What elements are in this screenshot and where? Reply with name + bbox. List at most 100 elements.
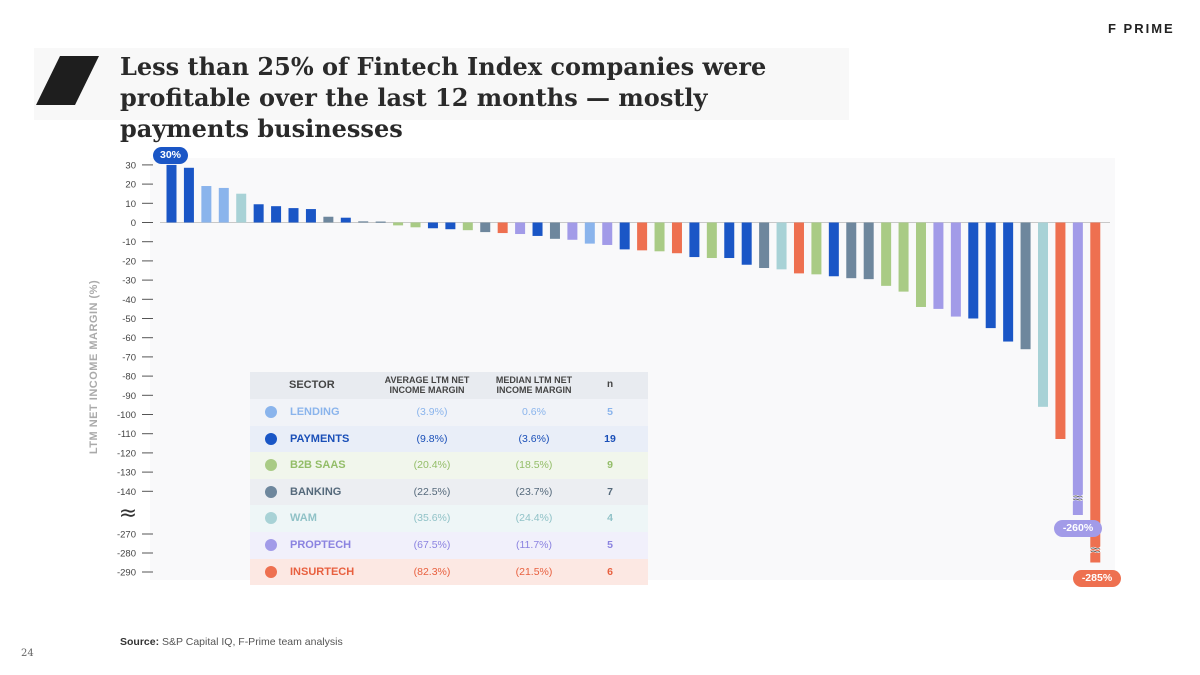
bar-wam: [1038, 222, 1048, 407]
bar-payments: [532, 222, 543, 236]
header-n: n: [606, 379, 614, 390]
bar-lending: [201, 186, 212, 223]
sector-name: BANKING: [290, 485, 342, 498]
average-margin: (9.8%): [416, 432, 448, 445]
company-count: 5: [607, 538, 613, 551]
bar-payments: [828, 222, 839, 277]
bar-proptech: [933, 222, 944, 309]
median-margin: (3.6%): [518, 432, 550, 445]
source-text: S&P Capital IQ, F-Prime team analysis: [162, 636, 343, 648]
bar-payments: [689, 222, 700, 258]
table-body: LENDING (3.9%) 0.6% 5 PAYMENTS (9.8%) (3.6%) 19…: [250, 399, 648, 586]
sector-name: WAM: [290, 512, 317, 525]
legend-dot-icon: [265, 512, 277, 525]
bar-payments: [619, 222, 630, 250]
average-margin: (3.9%): [416, 406, 448, 418]
bar-banking: [863, 222, 874, 280]
y-tick-label: -10: [122, 237, 136, 248]
sector-table: SECTOR AVERAGE LTM NET INCOME MARGIN MED…: [250, 372, 648, 586]
bar-insurtech: [637, 222, 648, 251]
median-margin: 0.6%: [522, 406, 546, 418]
bar-wam: [236, 193, 247, 223]
y-tick-label: -290: [117, 568, 136, 579]
bar-banking: [1020, 222, 1031, 350]
bar-banking: [549, 222, 560, 239]
company-count: 9: [607, 459, 613, 472]
bar-b2b_saas: [706, 222, 717, 259]
axis-break-icon: ≈: [119, 501, 137, 526]
y-tick-label: 10: [125, 199, 136, 210]
bar-payments: [427, 222, 438, 229]
bar-payments: [968, 222, 979, 319]
bar-break-icon: ≈: [1071, 488, 1084, 507]
bar-payments: [305, 209, 316, 223]
table-row-insurtech: INSURTECH (82.3%) (21.5%) 6: [250, 558, 648, 586]
bar-insurtech: [1090, 222, 1101, 563]
source-note: Source: S&P Capital IQ, F-Prime team ana…: [120, 636, 343, 648]
bar-payments: [741, 222, 752, 265]
header-sector: SECTOR: [289, 379, 335, 391]
company-count: 19: [604, 432, 616, 445]
table-row-b2b_saas: B2B SAAS (20.4%) (18.5%) 9: [250, 452, 648, 479]
average-margin: (22.5%): [413, 485, 451, 498]
bar-banking: [480, 222, 491, 233]
median-margin: (21.5%): [515, 565, 553, 578]
median-margin: (18.5%): [515, 459, 553, 472]
bar-payments: [253, 204, 264, 223]
legend-dot-icon: [265, 538, 277, 551]
median-margin: (24.4%): [515, 512, 553, 525]
bar-b2b_saas: [462, 222, 473, 231]
y-tick-label: 30: [125, 160, 136, 171]
bar-b2b_saas: [410, 222, 421, 228]
sector-name: INSURTECH: [290, 565, 355, 578]
callout-max: 30%: [153, 147, 188, 164]
y-tick-label: -70: [122, 352, 136, 363]
company-count: 6: [607, 565, 613, 578]
table-row-payments: PAYMENTS (9.8%) (3.6%) 19: [250, 425, 648, 453]
average-margin: (82.3%): [413, 565, 451, 578]
bar-banking: [358, 221, 369, 223]
y-tick-label: -20: [122, 256, 136, 267]
bar-break-icon: ≈: [1089, 540, 1102, 559]
bar-payments: [340, 217, 351, 223]
bar-b2b_saas: [811, 222, 822, 275]
page-number: 24: [21, 648, 34, 659]
table-row-proptech: PROPTECH (67.5%) (11.7%) 5: [250, 531, 648, 559]
median-margin: (23.7%): [515, 485, 553, 498]
bar-insurtech: [671, 222, 682, 254]
bar-payments: [445, 222, 456, 230]
sector-name: B2B SAAS: [290, 459, 346, 472]
sector-name: PROPTECH: [290, 538, 352, 551]
y-tick-label: -100: [117, 410, 136, 421]
y-tick-label: -80: [122, 372, 136, 383]
legend-dot-icon: [265, 432, 277, 445]
title-background: [34, 48, 849, 120]
legend-dot-icon: [265, 485, 277, 498]
page-title: Less than 25% of Fintech Index companies…: [120, 52, 767, 143]
y-tick-label: -30: [122, 276, 136, 287]
brand-slash-icon: [36, 56, 99, 105]
bar-proptech: [1072, 222, 1083, 515]
average-margin: (67.5%): [413, 538, 451, 551]
bar-proptech: [515, 222, 526, 235]
bar-banking: [323, 216, 334, 223]
bar-banking: [375, 221, 386, 223]
table-header: SECTOR AVERAGE LTM NET INCOME MARGIN MED…: [250, 372, 648, 399]
table-row-wam: WAM (35.6%) (24.4%) 4: [250, 505, 648, 532]
y-tick-label: 20: [125, 180, 136, 191]
y-tick-label: -120: [117, 448, 136, 459]
y-tick-label: -60: [122, 333, 136, 344]
bar-payments: [288, 208, 299, 223]
average-margin: (35.6%): [413, 512, 451, 525]
bar-insurtech: [497, 222, 508, 234]
bar-b2b_saas: [915, 222, 926, 307]
bar-payments: [724, 222, 735, 259]
sector-name: PAYMENTS: [290, 432, 350, 445]
y-tick-label: -50: [122, 314, 136, 325]
brand-logo: F PRIME: [1108, 21, 1175, 36]
bar-payments: [183, 167, 194, 223]
y-tick-label: -40: [122, 295, 136, 306]
callout-insurtech-min: -285%: [1073, 570, 1121, 587]
y-tick-label: -130: [117, 468, 136, 479]
